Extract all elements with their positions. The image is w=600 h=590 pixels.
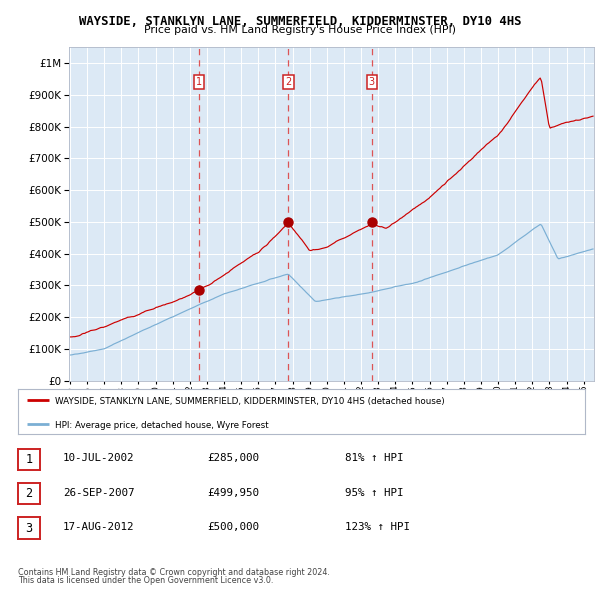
Text: 123% ↑ HPI: 123% ↑ HPI bbox=[345, 522, 410, 532]
Text: 1: 1 bbox=[196, 77, 202, 87]
Text: This data is licensed under the Open Government Licence v3.0.: This data is licensed under the Open Gov… bbox=[18, 576, 274, 585]
Text: WAYSIDE, STANKLYN LANE, SUMMERFIELD, KIDDERMINSTER, DY10 4HS (detached house): WAYSIDE, STANKLYN LANE, SUMMERFIELD, KID… bbox=[55, 397, 445, 407]
Text: HPI: Average price, detached house, Wyre Forest: HPI: Average price, detached house, Wyre… bbox=[55, 421, 268, 430]
Text: 2: 2 bbox=[285, 77, 292, 87]
Text: 3: 3 bbox=[369, 77, 375, 87]
Text: £285,000: £285,000 bbox=[207, 454, 259, 463]
Text: 17-AUG-2012: 17-AUG-2012 bbox=[63, 522, 134, 532]
Text: 2: 2 bbox=[25, 487, 32, 500]
Text: 26-SEP-2007: 26-SEP-2007 bbox=[63, 488, 134, 497]
Text: £499,950: £499,950 bbox=[207, 488, 259, 497]
Text: 81% ↑ HPI: 81% ↑ HPI bbox=[345, 454, 404, 463]
Text: £500,000: £500,000 bbox=[207, 522, 259, 532]
Text: Price paid vs. HM Land Registry's House Price Index (HPI): Price paid vs. HM Land Registry's House … bbox=[144, 25, 456, 35]
Text: 3: 3 bbox=[25, 522, 32, 535]
Text: Contains HM Land Registry data © Crown copyright and database right 2024.: Contains HM Land Registry data © Crown c… bbox=[18, 568, 330, 577]
Text: WAYSIDE, STANKLYN LANE, SUMMERFIELD, KIDDERMINSTER, DY10 4HS: WAYSIDE, STANKLYN LANE, SUMMERFIELD, KID… bbox=[79, 15, 521, 28]
Text: 95% ↑ HPI: 95% ↑ HPI bbox=[345, 488, 404, 497]
Text: 1: 1 bbox=[25, 453, 32, 466]
Text: 10-JUL-2002: 10-JUL-2002 bbox=[63, 454, 134, 463]
